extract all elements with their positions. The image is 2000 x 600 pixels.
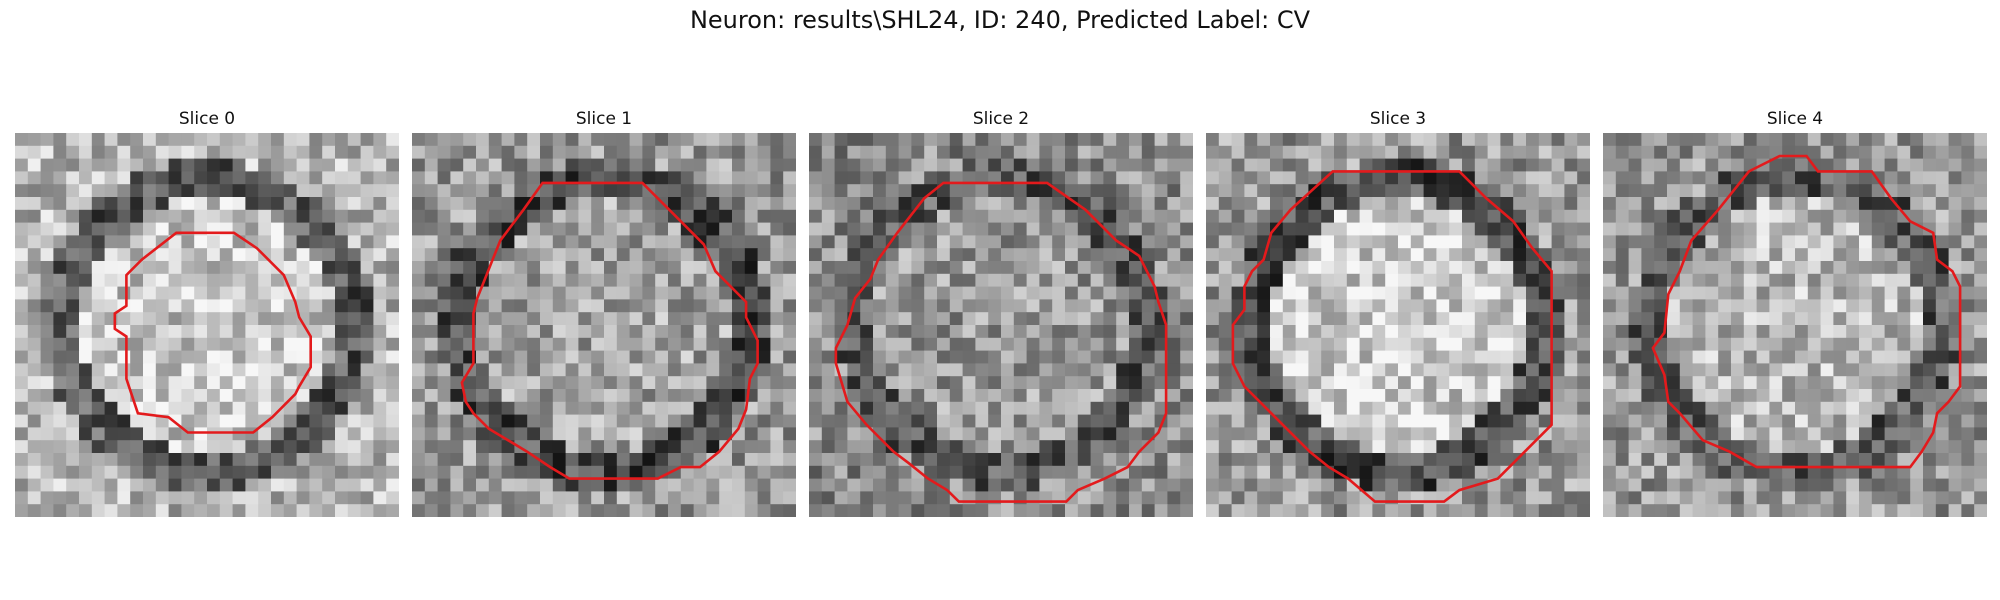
slice-image [15, 133, 399, 517]
pixel-grid [412, 133, 796, 517]
pixel-grid [1206, 133, 1590, 517]
slice-panel-2: Slice 2 [809, 105, 1193, 517]
slice-panel-3: Slice 3 [1206, 105, 1590, 517]
slice-image [1603, 133, 1987, 517]
roi-contour [460, 181, 759, 480]
slice-image [809, 133, 1193, 517]
slice-title: Slice 0 [178, 109, 236, 129]
pixel-grid [809, 133, 1193, 517]
slice-image [412, 133, 796, 517]
roi-contour [113, 231, 313, 434]
slice-title: Slice 1 [575, 109, 633, 129]
pixel-grid [1603, 133, 1987, 517]
pixel-grid [15, 133, 399, 517]
slice-title: Slice 4 [1766, 109, 1824, 129]
slice-panel-0: Slice 0 [15, 105, 399, 517]
roi-contour [834, 181, 1168, 503]
slice-panel-4: Slice 4 [1603, 105, 1987, 517]
roi-contour [1651, 154, 1962, 469]
figure-title: Neuron: results\SHL24, ID: 240, Predicte… [689, 6, 1311, 34]
slice-title: Slice 2 [972, 109, 1030, 129]
slice-panel-1: Slice 1 [412, 105, 796, 517]
slice-image [1206, 133, 1590, 517]
roi-contour [1231, 170, 1553, 503]
slice-title: Slice 3 [1369, 109, 1427, 129]
